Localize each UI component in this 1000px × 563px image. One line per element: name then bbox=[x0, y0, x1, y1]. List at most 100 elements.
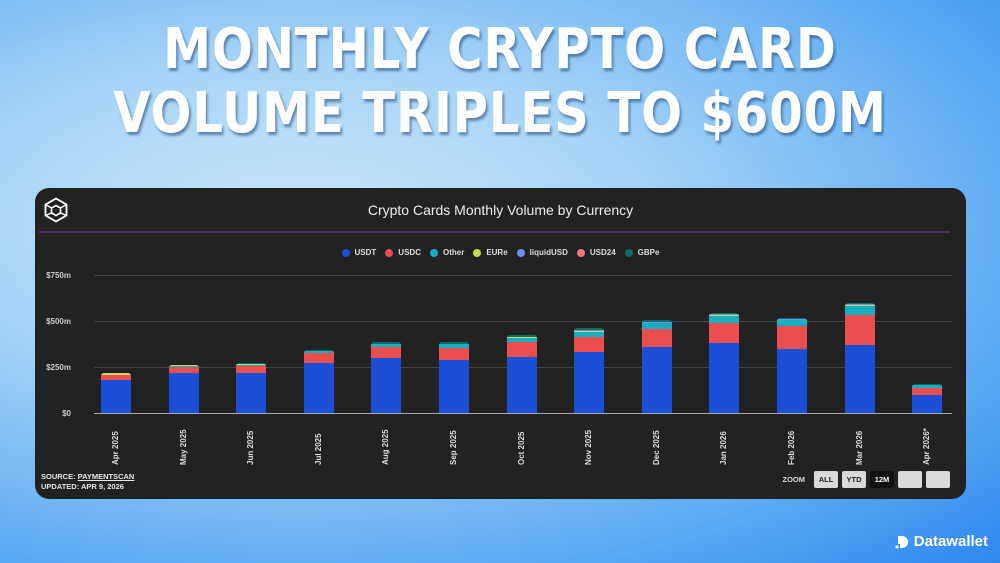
zoom-blank-button-2[interactable] bbox=[926, 471, 950, 488]
cube-logo-icon bbox=[44, 197, 68, 223]
bar-segment-usdc bbox=[844, 314, 875, 345]
bar-dec-2025[interactable] bbox=[641, 320, 672, 413]
bar-segment-other bbox=[777, 320, 807, 326]
y-tick-500: $500m bbox=[46, 317, 71, 326]
legend-label: USDC bbox=[398, 248, 421, 257]
bar-segment-other bbox=[236, 364, 267, 367]
legend-label: GBPe bbox=[637, 248, 660, 257]
headline-line-1: MONTHLY CRYPTO CARD bbox=[163, 17, 837, 82]
bar-jul-2025[interactable] bbox=[303, 350, 334, 413]
legend-dot-icon bbox=[576, 248, 585, 257]
bar-may-2025[interactable] bbox=[168, 365, 199, 413]
bar-segment-usdt bbox=[371, 357, 402, 413]
bar-jan-2026[interactable] bbox=[709, 312, 740, 413]
bar-segment-usdt bbox=[777, 348, 807, 413]
legend-item-usd24[interactable]: USD24 bbox=[576, 248, 616, 257]
x-axis-label: Nov 2025 bbox=[584, 429, 594, 465]
bar-segment-usdc bbox=[168, 367, 199, 374]
chart-legend: USDT USDC Other EURe liquidUSD USD24 GBPe bbox=[35, 248, 966, 257]
x-axis-label: Feb 2026 bbox=[787, 430, 796, 465]
x-axis-label: Jul 2025 bbox=[313, 433, 323, 465]
source-link[interactable]: PAYMENTSCAN bbox=[77, 472, 135, 481]
legend-dot-icon bbox=[473, 248, 482, 257]
bar-segment-eure bbox=[506, 337, 537, 339]
bar-segment-usdt bbox=[574, 351, 605, 413]
legend-item-liquidusd[interactable]: liquidUSD bbox=[516, 248, 568, 257]
bar-aug-2025[interactable] bbox=[371, 342, 402, 413]
x-axis-label: Apr 2025 bbox=[111, 431, 120, 465]
headline-line-2: VOLUME TRIPLES TO $600M bbox=[113, 81, 887, 146]
bar-sep-2025[interactable] bbox=[439, 342, 469, 413]
bar-segment-usdc bbox=[439, 347, 469, 360]
bar-apr-2026-[interactable] bbox=[912, 383, 943, 413]
chart-card: Crypto Cards Monthly Volume by Currency … bbox=[35, 188, 966, 499]
legend-item-eure[interactable]: EURe bbox=[473, 248, 508, 257]
bar-segment-other bbox=[709, 315, 740, 324]
bar-segment-eure bbox=[303, 350, 334, 352]
bar-segment-usdc bbox=[777, 325, 807, 349]
x-axis-label: Jan 2026 bbox=[719, 431, 729, 465]
legend-dot-icon bbox=[624, 248, 633, 257]
bar-segment-gbpe bbox=[506, 335, 537, 338]
bar-segment-other bbox=[303, 351, 334, 353]
bar-segment-other bbox=[439, 344, 469, 348]
bar-segment-liquidusd bbox=[709, 314, 740, 316]
legend-label: EURe bbox=[486, 248, 508, 257]
bar-segment-usdt bbox=[168, 373, 199, 413]
bar-segment-other bbox=[641, 323, 672, 329]
legend-item-usdt[interactable]: USDT bbox=[341, 248, 376, 257]
bar-segment-usdt bbox=[101, 379, 131, 413]
bar-segment-other bbox=[168, 366, 199, 368]
bar-segment-gbpe bbox=[641, 320, 672, 322]
bar-feb-2026[interactable] bbox=[777, 317, 807, 413]
bar-segment-other bbox=[506, 338, 537, 342]
bar-oct-2025[interactable] bbox=[506, 335, 537, 413]
bar-segment-usdt bbox=[844, 344, 875, 413]
zoom-ytd-button[interactable]: YTD bbox=[842, 471, 866, 488]
source-note: SOURCE: PAYMENTSCAN UPDATED: APR 9, 2026 bbox=[41, 472, 134, 492]
bar-segment-usdc bbox=[912, 387, 943, 395]
bar-segment-usdc bbox=[236, 366, 267, 374]
bar-segment-gbpe bbox=[844, 302, 875, 305]
bar-segment-eure bbox=[574, 331, 605, 333]
zoom-12m-button[interactable]: 12M bbox=[870, 471, 894, 488]
bar-segment-eure bbox=[439, 343, 469, 345]
bar-mar-2026[interactable] bbox=[844, 302, 875, 413]
bar-segment-gbpe bbox=[777, 317, 807, 319]
zoom-blank-button-1[interactable] bbox=[898, 471, 922, 488]
bar-segment-usdt bbox=[912, 394, 943, 413]
bar-apr-2025[interactable] bbox=[101, 373, 131, 413]
chart-title: Crypto Cards Monthly Volume by Currency bbox=[367, 202, 634, 218]
x-axis-line bbox=[94, 413, 952, 414]
plot-area: $750m $500m $250m $0 Apr 2025 May 2025 Jun… bbox=[35, 188, 966, 499]
bar-segment-gbpe bbox=[439, 342, 469, 344]
bar-segment-gbpe bbox=[236, 363, 267, 364]
legend-item-gbpe[interactable]: GBPe bbox=[624, 248, 660, 257]
bar-segment-usdt bbox=[236, 373, 267, 413]
bar-nov-2025[interactable] bbox=[574, 328, 605, 413]
bar-segment-eure bbox=[236, 363, 267, 365]
bar-segment-other bbox=[912, 385, 943, 388]
bar-segment-eure bbox=[709, 315, 740, 316]
bar-segment-eure bbox=[101, 373, 131, 375]
bar-segment-other bbox=[844, 305, 875, 315]
source-prefix: SOURCE: bbox=[41, 472, 78, 481]
x-axis-label: Apr 2026* bbox=[922, 428, 932, 465]
x-axis-label: Mar 2026 bbox=[854, 430, 864, 465]
bar-segment-gbpe bbox=[912, 383, 943, 385]
legend-label: liquidUSD bbox=[529, 248, 568, 257]
gridline bbox=[94, 321, 952, 322]
bar-segment-usdt bbox=[303, 362, 334, 413]
legend-item-usdc[interactable]: USDC bbox=[385, 248, 421, 257]
datawallet-logo-icon bbox=[895, 535, 908, 549]
bar-jun-2025[interactable] bbox=[236, 363, 267, 413]
bar-segment-eure bbox=[168, 365, 199, 367]
zoom-all-button[interactable]: ALL bbox=[814, 471, 838, 488]
legend-item-other[interactable]: Other bbox=[429, 248, 464, 257]
headline: MONTHLY CRYPTO CARD VOLUME TRIPLES TO $6… bbox=[70, 18, 930, 146]
bar-segment-gbpe bbox=[709, 312, 740, 315]
legend-dot-icon bbox=[385, 248, 394, 257]
bar-segment-other bbox=[371, 344, 402, 347]
brand-name: Datawallet bbox=[913, 533, 988, 550]
bar-segment-usdc bbox=[101, 375, 131, 380]
